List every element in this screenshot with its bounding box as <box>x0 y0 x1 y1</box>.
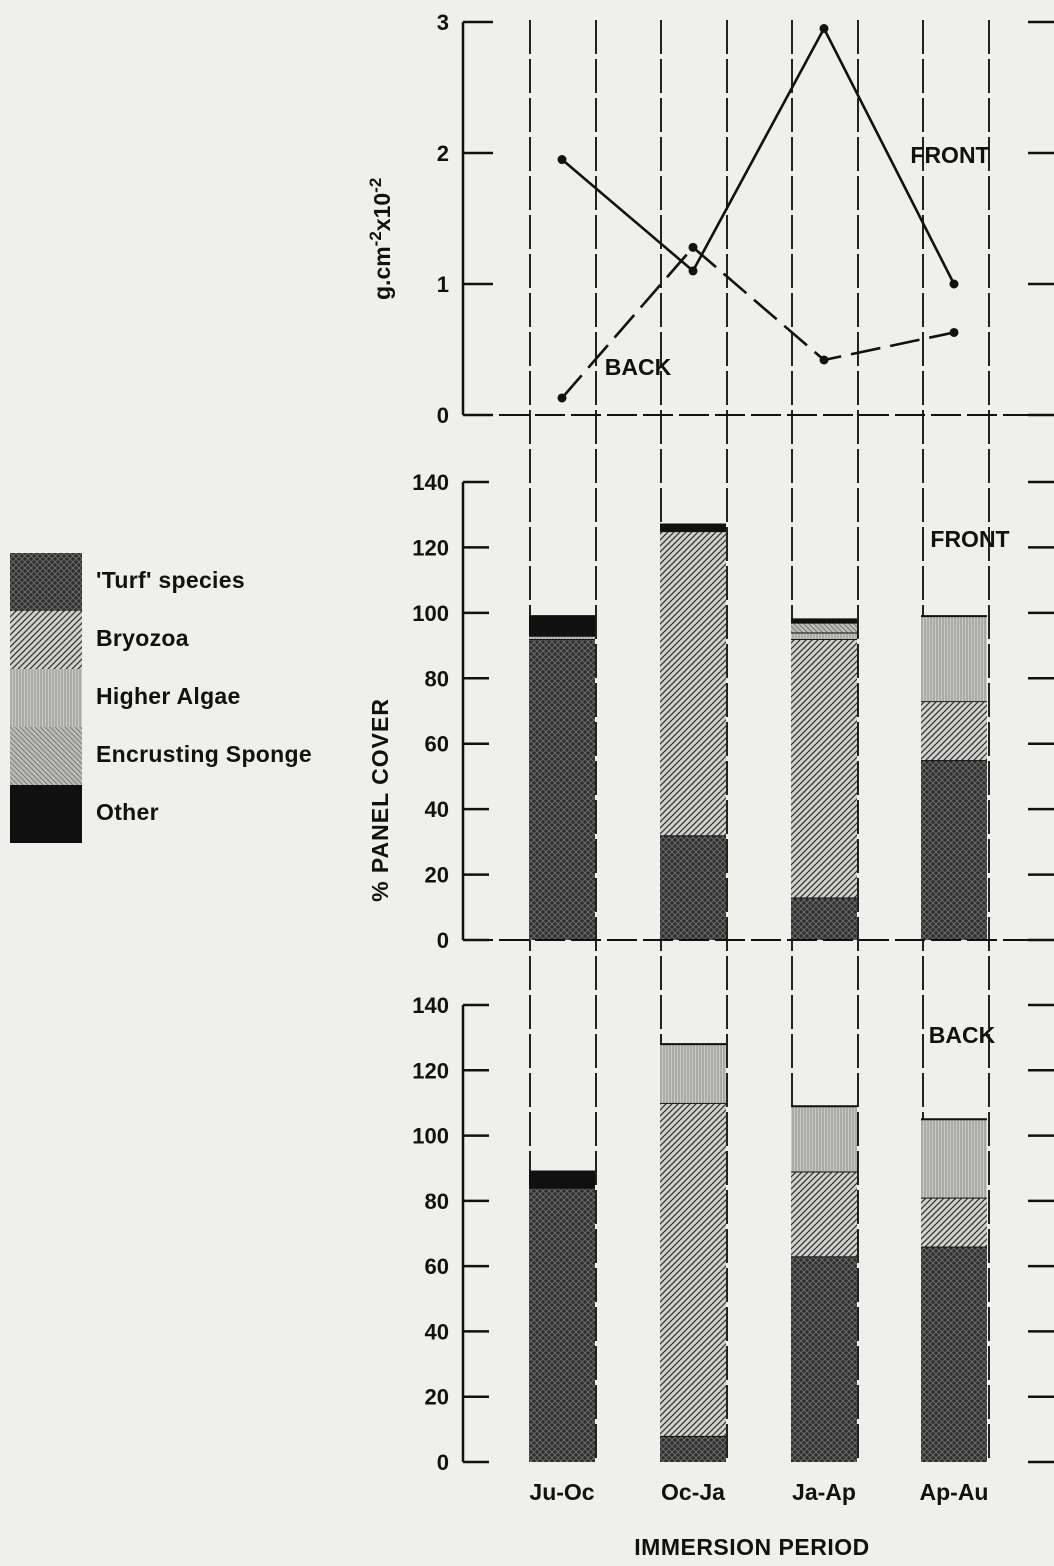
lines-layer <box>558 24 959 402</box>
front-bar-other-Ju-Oc <box>529 616 595 636</box>
series-point-back <box>558 393 567 402</box>
legend-item-algae: Higher Algae <box>10 669 370 727</box>
front-y-tick-label: 60 <box>425 732 449 757</box>
back-bar-algae-Oc-Ja <box>660 1044 726 1103</box>
front-y-tick-label: 100 <box>412 601 449 626</box>
top-y-tick-label: 0 <box>437 403 449 428</box>
top-y-axis-label-exp1: -2 <box>366 231 385 246</box>
front-bar-bryozoa-Ap-Au <box>921 701 987 760</box>
back-bar-turf-Ju-Oc <box>529 1188 595 1462</box>
back-y-tick-label: 40 <box>425 1319 449 1344</box>
top-y-axis-label-mid: x10 <box>369 193 395 231</box>
front-bar-turf-Ju-Oc <box>529 639 595 940</box>
front-y-tick-label: 40 <box>425 797 449 822</box>
x-axis-label: IMMERSION PERIOD <box>634 1534 869 1560</box>
series-point-front <box>689 266 698 275</box>
top-y-axis-label-exp2: -2 <box>366 178 385 193</box>
back-bar-turf-Ja-Ap <box>791 1256 857 1462</box>
legend-swatch-sponge <box>10 727 82 785</box>
x-tick-label: Ap-Au <box>920 1479 989 1505</box>
back-bar-other-Ju-Oc <box>529 1171 595 1187</box>
legend-swatch-other <box>10 785 82 843</box>
back-y-tick-label: 120 <box>412 1058 449 1083</box>
front-bar-turf-Oc-Ja <box>660 835 726 940</box>
grid-layer <box>530 20 989 1462</box>
front-y-tick-label: 140 <box>412 470 449 495</box>
front-y-tick-label: 80 <box>425 666 449 691</box>
back-y-tick-label: 100 <box>412 1124 449 1149</box>
legend-swatch-turf <box>10 553 82 611</box>
series-point-front <box>820 24 829 33</box>
front-bar-algae-Ap-Au <box>921 616 987 701</box>
back-bar-bryozoa-Ap-Au <box>921 1198 987 1247</box>
series-line-front <box>562 29 954 284</box>
back-y-tick-label: 80 <box>425 1189 449 1214</box>
back-y-tick-label: 20 <box>425 1385 449 1410</box>
series-point-front <box>950 280 959 289</box>
bar-y-axis-label: % PANEL COVER <box>367 698 393 902</box>
series-point-front <box>558 155 567 164</box>
legend-item-bryozoa: Bryozoa <box>10 611 370 669</box>
legend-item-sponge: Encrusting Sponge <box>10 727 370 785</box>
back-y-tick-label: 60 <box>425 1254 449 1279</box>
front-bar-bryozoa-Oc-Ja <box>660 531 726 835</box>
back-bar-turf-Ap-Au <box>921 1247 987 1462</box>
top-y-axis-label: g.cm-2x10-2 <box>366 178 396 300</box>
legend-swatch-algae <box>10 669 82 727</box>
top-y-tick-label: 3 <box>437 10 449 35</box>
back-bar-bryozoa-Oc-Ja <box>660 1103 726 1436</box>
legend-label-algae: Higher Algae <box>96 683 241 710</box>
legend-label-bryozoa: Bryozoa <box>96 625 189 652</box>
legend-item-other: Other <box>10 785 370 843</box>
back-bar-bryozoa-Ja-Ap <box>791 1171 857 1256</box>
x-tick-label: Ja-Ap <box>792 1479 856 1505</box>
series-label-front: FRONT <box>910 142 989 168</box>
back-y-tick-label: 140 <box>412 993 449 1018</box>
series-point-back <box>820 355 829 364</box>
series-label-back: BACK <box>605 354 672 380</box>
back-y-tick-label: 0 <box>437 1450 449 1475</box>
x-tick-label: Oc-Ja <box>661 1479 725 1505</box>
front-bar-turf-Ap-Au <box>921 760 987 940</box>
series-point-back <box>950 328 959 337</box>
back-panel-label: BACK <box>929 1022 996 1048</box>
legend-label-turf: 'Turf' species <box>96 567 245 594</box>
front-bar-sponge-Ja-Ap <box>791 623 857 633</box>
back-bar-algae-Ja-Ap <box>791 1106 857 1171</box>
legend-swatch-bryozoa <box>10 611 82 669</box>
front-y-tick-label: 20 <box>425 863 449 888</box>
x-tick-label: Ju-Oc <box>529 1479 594 1505</box>
top-y-axis-label-main: g.cm <box>369 246 395 300</box>
front-y-tick-label: 120 <box>412 535 449 560</box>
back-bar-turf-Oc-Ja <box>660 1436 726 1462</box>
top-y-tick-label: 2 <box>437 141 449 166</box>
front-y-tick-label: 0 <box>437 928 449 953</box>
series-point-back <box>689 243 698 252</box>
front-bar-bryozoa-Ja-Ap <box>791 639 857 897</box>
legend-label-other: Other <box>96 799 159 826</box>
front-panel-label: FRONT <box>930 526 1009 552</box>
front-bar-turf-Ja-Ap <box>791 897 857 940</box>
legend-label-sponge: Encrusting Sponge <box>96 741 312 768</box>
top-y-tick-label: 1 <box>437 272 449 297</box>
bars-layer <box>529 525 987 1462</box>
legend-item-turf: 'Turf' species <box>10 553 370 611</box>
back-bar-algae-Ap-Au <box>921 1119 987 1197</box>
